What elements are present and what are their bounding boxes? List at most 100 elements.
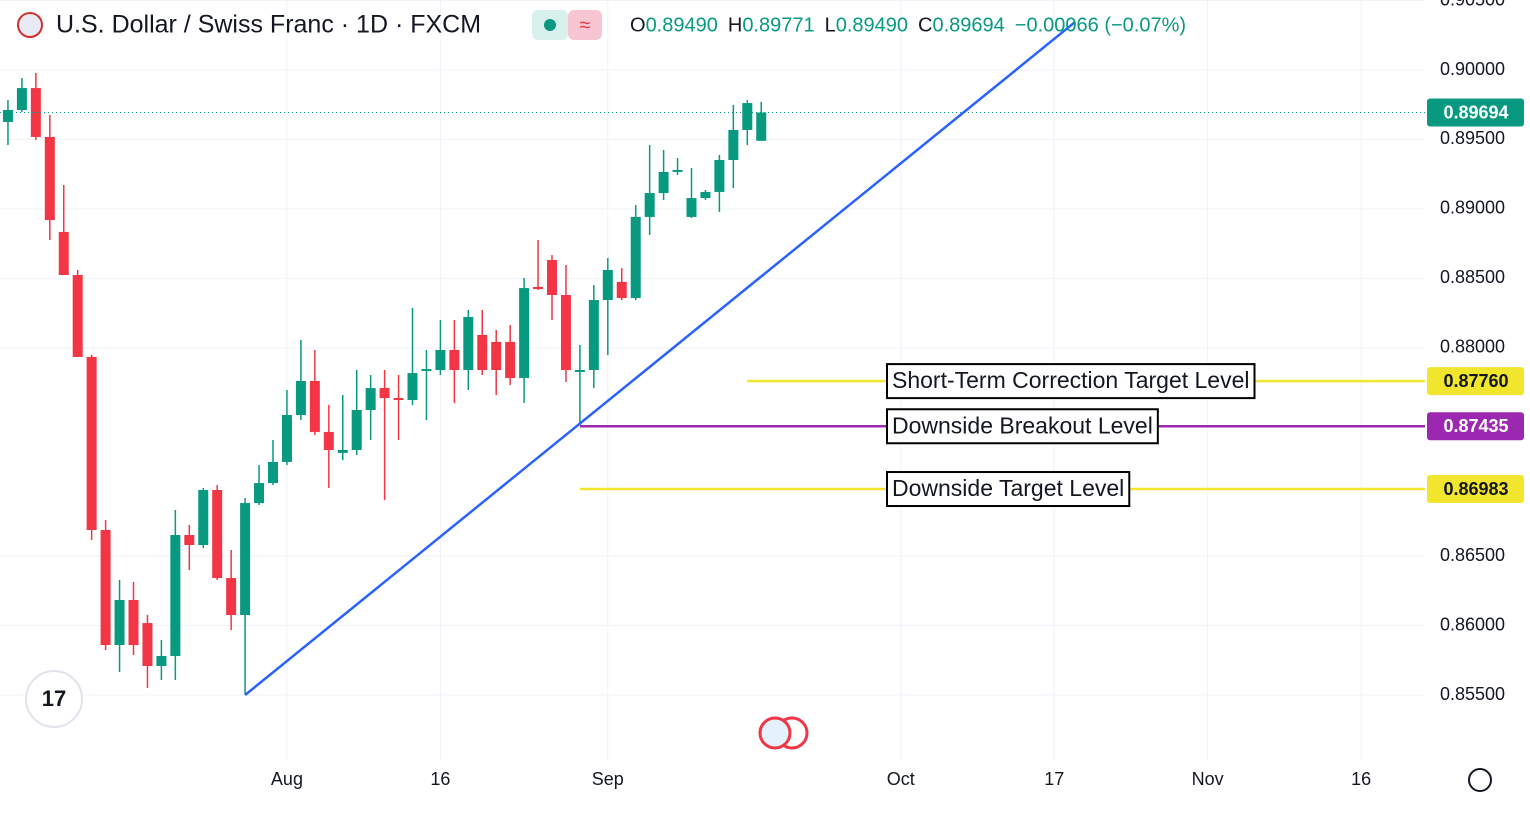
candle-body: [30, 88, 41, 137]
candle-body: [421, 369, 432, 371]
candle-body: [560, 295, 571, 370]
candle-body: [463, 316, 474, 370]
candle-body: [407, 373, 418, 400]
y-tick-label: 0.89000: [1440, 198, 1505, 218]
candle-body: [309, 380, 320, 432]
delay-pill[interactable]: [568, 10, 602, 40]
price-tag-label: 0.87760: [1443, 371, 1508, 391]
candle-body: [435, 350, 446, 370]
y-tick-label: 0.88500: [1440, 267, 1505, 287]
candle-body: [226, 578, 237, 615]
overlay: Short-Term Correction Target Level 0.8776…: [0, 20, 1524, 696]
candle-body: [86, 356, 97, 530]
level-label-box: [886, 471, 1131, 508]
grid: 0.85500 0.86000 0.86500 0.88000 0.88500 0.890…: [0, 0, 1505, 789]
x-tick-label: 16: [430, 769, 450, 789]
event-icon[interactable]: [758, 716, 792, 750]
candle-body: [295, 380, 306, 415]
candle-body: [114, 600, 125, 645]
candle-body: [616, 281, 627, 299]
price-tag: [1427, 98, 1524, 127]
ohlc-value: 0.89771: [742, 14, 814, 36]
level-label: Downside Breakout Level: [892, 412, 1153, 438]
price-tag: [1427, 412, 1524, 441]
candle-body: [700, 191, 711, 199]
candle-body: [198, 490, 209, 545]
tv-logo-text: 17: [42, 686, 66, 711]
candle-body: [184, 535, 195, 545]
candle-body: [212, 490, 223, 579]
price-tag-label: 0.86983: [1443, 479, 1508, 499]
level-label: Short-Term Correction Target Level: [892, 367, 1250, 393]
trendline: [244, 20, 1076, 696]
candle-body: [142, 623, 153, 666]
candle-body: [254, 483, 265, 504]
candle-body: [672, 170, 683, 172]
price-tag-label: 0.89694: [1443, 102, 1508, 122]
y-tick-label: 0.90500: [1440, 0, 1505, 9]
symbol-title[interactable]: U.S. Dollar / Swiss Franc · 1D · FXCM: [56, 11, 481, 39]
candle-body: [351, 410, 362, 450]
price-tag: [1427, 367, 1524, 396]
candle-body: [72, 275, 83, 357]
ohlc-value: 0.89694: [932, 14, 1004, 36]
x-tick-label: Oct: [887, 769, 915, 789]
level-label-box: [886, 408, 1159, 445]
ohlc-name: O: [630, 14, 646, 36]
candle-body: [58, 231, 69, 275]
status-dot: [544, 19, 556, 31]
y-tick-label: 0.90000: [1440, 59, 1505, 79]
price-tag-label: 0.87435: [1443, 416, 1508, 436]
candle-body: [644, 193, 655, 217]
x-tick-label: Aug: [271, 769, 303, 789]
symbol-icon: [17, 12, 43, 38]
candle-body: [281, 415, 292, 462]
ohlc-name: H: [728, 14, 742, 36]
candle-body: [379, 388, 390, 399]
y-tick-label: 0.86500: [1440, 545, 1505, 565]
candle-body: [156, 655, 167, 666]
candle-body: [323, 431, 334, 450]
candle-body: [602, 270, 613, 300]
y-tick-label: 0.86000: [1440, 614, 1505, 634]
candle-body: [547, 260, 558, 295]
delay-icon: ≈: [580, 14, 591, 36]
candle-body: [44, 136, 55, 220]
candle-body: [658, 171, 669, 194]
candle-body: [756, 112, 767, 141]
ohlc-legend: O 0.89490 H 0.89771 L 0.89490 C 0.89694 −0.00066…: [630, 14, 1186, 36]
x-tick-label: Nov: [1192, 769, 1224, 789]
level-label: Downside Target Level: [892, 475, 1124, 501]
candle-body: [16, 88, 27, 110]
candle-body: [574, 370, 585, 372]
candle-body: [630, 216, 641, 299]
y-tick-label: 0.89500: [1440, 128, 1505, 148]
price-tag: [1427, 475, 1524, 504]
candle-body: [728, 130, 739, 160]
candle-body: [365, 388, 376, 410]
candle-body: [491, 341, 502, 370]
candle-body: [477, 335, 488, 370]
ohlc-change: −0.00066 (−0.07%): [1015, 14, 1186, 36]
candle-body: [2, 110, 13, 122]
candle-body: [588, 300, 599, 370]
y-tick-label: 0.85500: [1440, 684, 1505, 704]
x-tick-label: Sep: [592, 769, 624, 789]
candle-body: [505, 341, 516, 379]
candle-body: [393, 398, 404, 400]
candle-body: [533, 286, 544, 290]
candle-body: [714, 160, 725, 192]
ohlc-value: 0.89490: [646, 14, 718, 36]
ohlc-name: C: [918, 14, 932, 36]
candle-body: [170, 535, 181, 656]
tv-logo[interactable]: [25, 670, 83, 728]
candle-body: [449, 350, 460, 370]
level-label-box: [886, 363, 1256, 400]
candle-body: [268, 461, 279, 484]
candle-body: [519, 288, 530, 379]
settings-icon[interactable]: [1468, 768, 1492, 792]
candle-body: [686, 198, 697, 217]
ohlc-name: L: [825, 14, 836, 36]
